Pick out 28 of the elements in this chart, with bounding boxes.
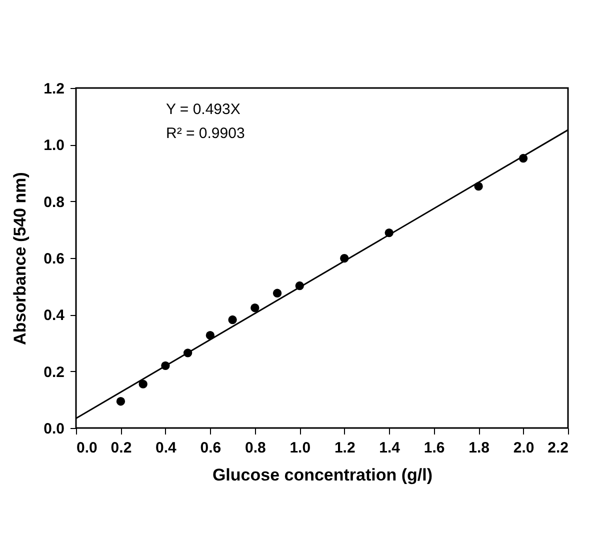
x-tick-label: 0.0	[76, 440, 98, 456]
x-tick-label: 2.2	[548, 440, 568, 456]
y-tick-label: 0.8	[44, 194, 64, 211]
point	[116, 397, 126, 406]
y-tick-label: 0.0	[44, 420, 64, 438]
x-tick-label: 1.6	[424, 440, 445, 456]
x-tick-label: 1.2	[334, 440, 356, 456]
y-tick-label: 0.2	[44, 364, 64, 381]
x-tick-label: 0.6	[200, 440, 222, 456]
x-tick-label: 1.0	[290, 440, 311, 456]
point	[228, 315, 237, 324]
point	[138, 380, 148, 388]
point	[272, 288, 282, 298]
y-tick-label: 0.4	[44, 307, 66, 324]
x-tick-label: 1.4	[379, 440, 401, 456]
point	[250, 304, 260, 312]
x-axis-title: Glucose concentration (g/l)	[212, 466, 433, 484]
annotation: R² = 0.9903	[166, 125, 245, 142]
x-tick-label: 0.4	[156, 440, 178, 456]
y-tick-label: 1.0	[44, 137, 64, 154]
x-tick-label: 2.0	[513, 440, 534, 456]
y-axis-title: Absorbance (540 nm)	[10, 172, 30, 345]
x-tick-label: 0.2	[110, 440, 132, 456]
annotation: Y = 0.493X	[166, 101, 240, 118]
x-tick-label: 0.8	[244, 440, 266, 456]
x-tick-label: 1.8	[468, 440, 490, 456]
y-tick-label: 1.2	[44, 80, 64, 98]
y-tick-label: 0.6	[44, 250, 64, 268]
